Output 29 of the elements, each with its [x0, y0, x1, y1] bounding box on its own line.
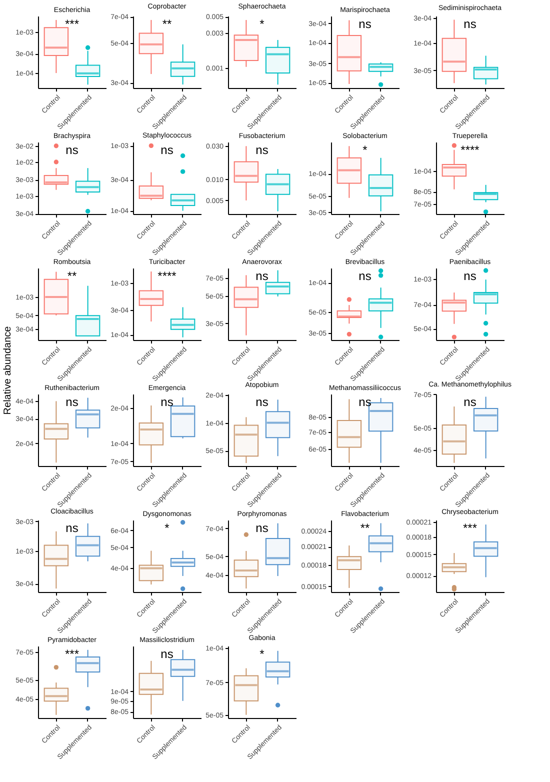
annotation: ns [464, 269, 476, 283]
annotation: ns [66, 395, 78, 409]
annotation: ns [256, 269, 268, 283]
annotation: ns [160, 395, 174, 409]
annotation: ** [162, 17, 172, 31]
annotation: * [260, 647, 265, 661]
annotation: * [260, 17, 265, 31]
annotation: ** [67, 269, 77, 283]
annotation: ns [464, 395, 476, 409]
annotation: * [362, 143, 368, 157]
annotation: ns [160, 143, 174, 157]
annotation: ns [256, 395, 268, 409]
annotation: *** [64, 647, 80, 661]
annotation: * [164, 521, 170, 535]
annotation: ns [160, 647, 174, 661]
annotation: ns [464, 17, 476, 31]
annotation: ns [66, 143, 78, 157]
annotation: ns [358, 269, 372, 283]
annotation: *** [64, 17, 80, 31]
annotation: ns [358, 17, 372, 31]
annotation: **** [460, 143, 480, 157]
annotation: ns [256, 521, 268, 535]
y-axis-title: Relative abundance [2, 326, 14, 415]
annotation: ns [66, 521, 78, 535]
annotation: ns [256, 143, 268, 157]
annotation: ns [358, 395, 372, 409]
annotation: **** [158, 269, 177, 283]
annotation: *** [462, 521, 478, 535]
annotation: ** [360, 521, 370, 535]
